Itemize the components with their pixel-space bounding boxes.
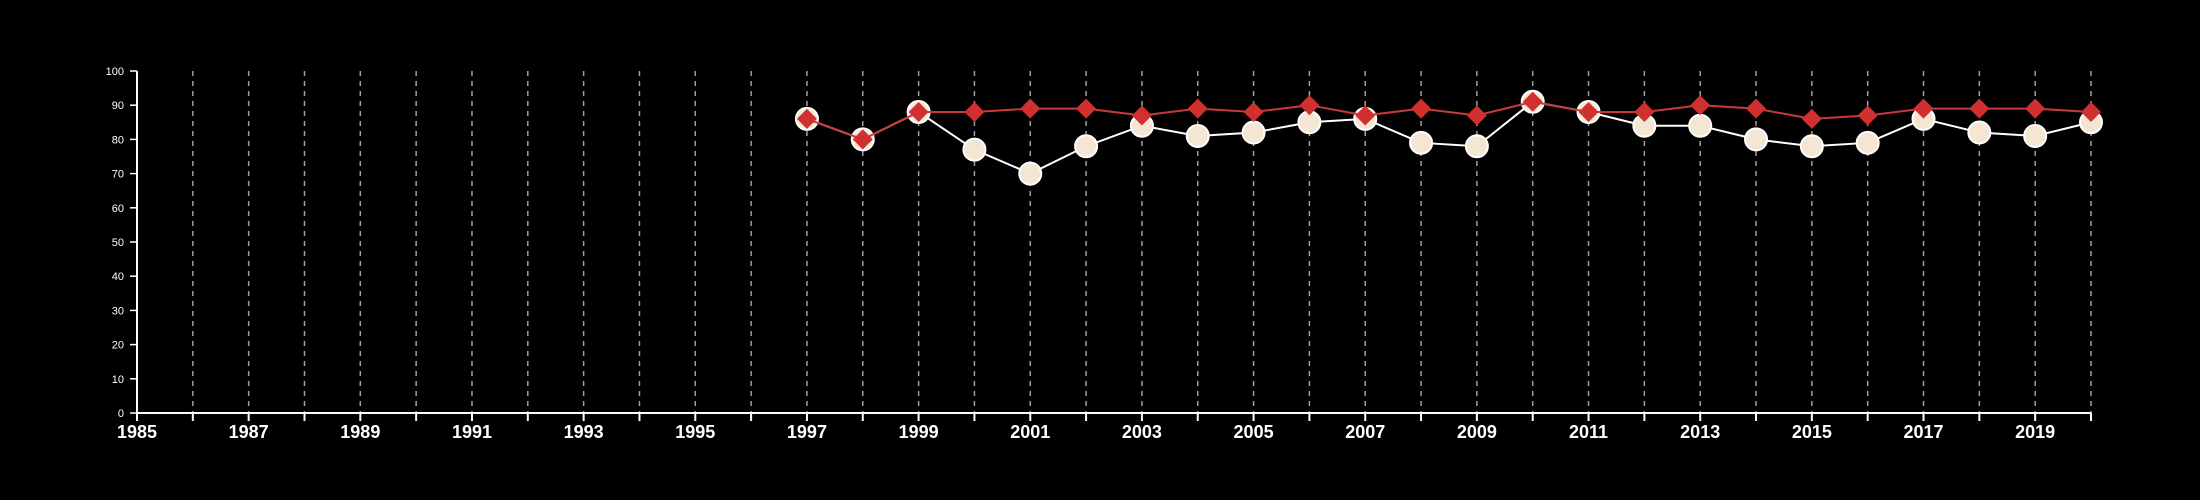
y-tick-label: 70 [112, 169, 124, 181]
data-point [1464, 134, 1489, 159]
y-tick-label: 50 [112, 237, 124, 249]
x-tick-label: 2011 [1569, 422, 1608, 442]
data-point [1857, 105, 1878, 126]
x-tick-label: 1989 [340, 422, 380, 442]
y-tick-label: 30 [112, 305, 124, 317]
x-tick-label: 2013 [1680, 422, 1720, 442]
y-tick-label: 10 [112, 374, 124, 386]
data-point [1299, 95, 1320, 116]
data-point [1746, 98, 1767, 119]
x-tick-label: 1999 [899, 422, 939, 442]
data-point [1967, 120, 1992, 145]
data-point [1522, 91, 1543, 112]
data-point [1241, 120, 1266, 145]
series-diamond [796, 91, 2101, 150]
x-tick-label: 2005 [1234, 422, 1274, 442]
y-tick-label: 40 [112, 271, 124, 283]
series-line [806, 100, 2092, 141]
data-point [1634, 102, 1655, 123]
series-layer [794, 89, 2103, 186]
x-tick-label: 2003 [1122, 422, 1162, 442]
x-tick-label: 1987 [229, 422, 269, 442]
y-tick-label: 0 [118, 408, 124, 420]
x-tick-label: 2019 [2015, 422, 2055, 442]
grid-lines [192, 71, 2092, 413]
data-point [852, 129, 873, 150]
data-point [1466, 105, 1487, 126]
data-point [1744, 127, 1769, 152]
x-tick-label: 2017 [1903, 422, 1943, 442]
data-point [796, 108, 817, 129]
data-point [2023, 123, 2048, 148]
y-tick-label: 60 [112, 203, 124, 215]
x-tick-label: 1993 [564, 422, 604, 442]
data-point [1185, 123, 1210, 148]
data-point [1855, 130, 1880, 155]
data-point [1409, 130, 1434, 155]
data-point [1801, 108, 1822, 129]
data-point [1187, 98, 1208, 119]
x-tick-label: 1997 [787, 422, 827, 442]
data-point [1799, 134, 1824, 159]
data-point [1074, 134, 1099, 159]
data-point [1131, 105, 1152, 126]
x-tick-label: 1991 [452, 422, 492, 442]
data-point [1913, 98, 1934, 119]
series-circle [794, 89, 2103, 186]
axes: 1985 1987 1989 1991 1993 1995 1997 1999 2001 2003… [106, 66, 2092, 442]
y-tick-label: 100 [106, 66, 124, 78]
data-point [1969, 98, 1990, 119]
y-tick-label: 80 [112, 134, 124, 146]
data-point [1243, 102, 1264, 123]
data-point [2081, 102, 2101, 123]
data-point [2025, 98, 2046, 119]
data-point [964, 102, 985, 123]
x-tick-label: 1995 [675, 422, 715, 442]
x-tick-label: 1985 [117, 422, 157, 442]
data-point [1411, 98, 1432, 119]
data-point [1578, 102, 1599, 123]
x-tick-label: 2007 [1345, 422, 1385, 442]
data-point [908, 102, 929, 123]
data-point [1020, 98, 1041, 119]
data-point [1018, 161, 1043, 186]
data-point [1688, 113, 1713, 138]
data-point [1355, 105, 1376, 126]
x-tick-label: 2015 [1792, 422, 1832, 442]
y-tick-label: 90 [112, 100, 124, 112]
y-tick-label: 20 [112, 340, 124, 352]
data-point [1076, 98, 1097, 119]
x-tick-label: 2009 [1457, 422, 1497, 442]
data-point [962, 137, 987, 162]
data-point [1690, 95, 1711, 116]
x-tick-label: 2001 [1010, 422, 1050, 442]
